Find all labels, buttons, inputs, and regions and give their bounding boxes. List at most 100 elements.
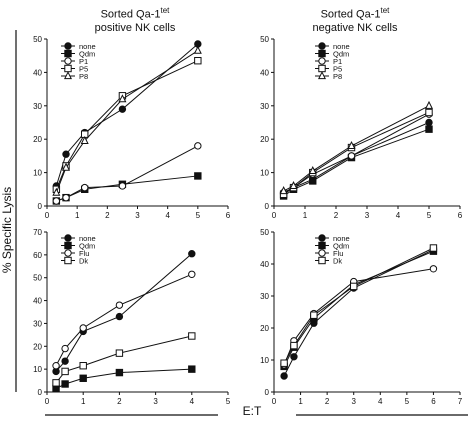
legend-label-p5: P5 — [79, 65, 88, 74]
legend-label-flu: Flu — [79, 249, 89, 258]
data-point-p8 — [193, 45, 202, 54]
x-tick-label: 6 — [458, 211, 463, 220]
data-point-p8 — [80, 135, 89, 144]
x-tick-label: 1 — [81, 397, 86, 406]
x-axis-title: E:T — [242, 404, 262, 418]
series-line-qdm — [56, 175, 198, 202]
legend-marker-none — [318, 234, 326, 242]
legend-marker-none — [64, 42, 72, 50]
y-tick-label: 0 — [265, 388, 270, 397]
legend-marker-p5 — [318, 64, 326, 73]
data-point-dk — [290, 341, 298, 350]
data-point-p8 — [52, 187, 61, 196]
data-point-none — [118, 105, 127, 113]
x-tick-label: 0 — [45, 397, 50, 406]
data-point-qdm — [115, 368, 124, 377]
data-point-none — [188, 250, 196, 258]
data-point-none — [61, 357, 69, 365]
header-positive-sub: positive NK cells — [94, 21, 176, 34]
series-line-qdm — [55, 368, 192, 390]
y-tick-label: 20 — [260, 135, 269, 144]
y-tick-label: 50 — [260, 228, 269, 237]
x-tick-label: 4 — [378, 397, 383, 406]
legend-label-qdm: Qdm — [333, 242, 349, 251]
x-tick-label: 3 — [365, 211, 370, 220]
y-tick-label: 40 — [260, 68, 269, 77]
legend-label-flu: Flu — [333, 249, 343, 258]
y-tick-label: 20 — [260, 324, 269, 333]
y-tick-label: 10 — [260, 169, 269, 178]
data-point-p5 — [194, 57, 202, 65]
legend-label-qdm: Qdm — [79, 242, 95, 251]
y-tick-label: 70 — [33, 228, 42, 237]
series-line-none — [55, 253, 193, 372]
legend-label-p5: P5 — [333, 65, 342, 74]
data-point-flu — [188, 270, 196, 278]
y-tick-label: 40 — [33, 297, 42, 306]
data-point-p1 — [62, 193, 70, 202]
y-tick-label: 0 — [38, 202, 43, 211]
data-point-qdm — [61, 380, 69, 388]
data-point-p1 — [52, 197, 61, 205]
x-tick-label: 7 — [458, 397, 463, 406]
data-point-flu — [52, 362, 60, 370]
data-point-dk — [280, 359, 288, 367]
x-tick-label: 2 — [325, 397, 330, 406]
y-tick-label: 30 — [260, 292, 269, 301]
legend-marker-qdm — [64, 241, 72, 250]
data-point-p8 — [308, 166, 317, 175]
y-tick-label: 30 — [33, 102, 42, 111]
header-positive-sup: tet — [160, 6, 170, 15]
x-tick-label: 1 — [303, 211, 308, 220]
legend-label-none: none — [333, 42, 350, 51]
header-negative: Sorted Qa-1tet negative NK cells — [290, 4, 420, 35]
series-line-none — [55, 43, 199, 187]
y-tick-label: 10 — [260, 356, 269, 365]
data-point-p8 — [61, 162, 71, 171]
legend-marker-none — [318, 42, 326, 50]
legend-label-p1: P1 — [79, 57, 88, 66]
legend-label-dk: Dk — [79, 257, 88, 266]
legend-label-qdm: Qdm — [333, 50, 349, 59]
x-tick-label: 2 — [105, 211, 110, 220]
y-tick-label: 50 — [260, 35, 269, 44]
legend-label-p8: P8 — [79, 72, 88, 81]
series-line-p5 — [55, 60, 199, 190]
x-tick-label: 5 — [427, 211, 432, 220]
series-line-dk — [283, 247, 434, 364]
data-point-p1 — [347, 152, 356, 160]
x-tick-label: 0 — [272, 397, 277, 406]
data-point-p5 — [425, 108, 433, 117]
y-tick-label: 60 — [33, 251, 42, 260]
data-point-p8 — [118, 94, 127, 103]
x-tick-label: 5 — [196, 211, 201, 220]
series-line-qdm — [283, 128, 430, 197]
legend-marker-p5 — [64, 64, 72, 73]
data-point-none — [280, 372, 288, 380]
header-negative-sup: tet — [380, 6, 390, 15]
legend-label-p1: P1 — [333, 57, 342, 66]
data-point-p1 — [194, 142, 202, 150]
x-tick-label: 4 — [396, 211, 401, 220]
x-tick-label: 6 — [431, 397, 436, 406]
x-tick-label: 0 — [272, 211, 277, 220]
data-point-dk — [52, 379, 60, 387]
legend-marker-p1 — [64, 57, 72, 65]
legend-marker-qdm — [318, 241, 326, 250]
data-point-p1 — [118, 182, 127, 190]
legend-marker-p8 — [317, 71, 327, 80]
data-point-dk — [79, 362, 87, 370]
y-tick-label: 50 — [33, 274, 42, 283]
x-tick-label: 2 — [117, 397, 122, 406]
x-tick-label: 3 — [135, 211, 140, 220]
data-point-qdm — [79, 374, 87, 382]
legend-marker-flu — [318, 249, 326, 257]
legend-marker-qdm — [64, 49, 72, 58]
legend-marker-none — [64, 234, 72, 242]
y-tick-label: 10 — [33, 169, 42, 178]
